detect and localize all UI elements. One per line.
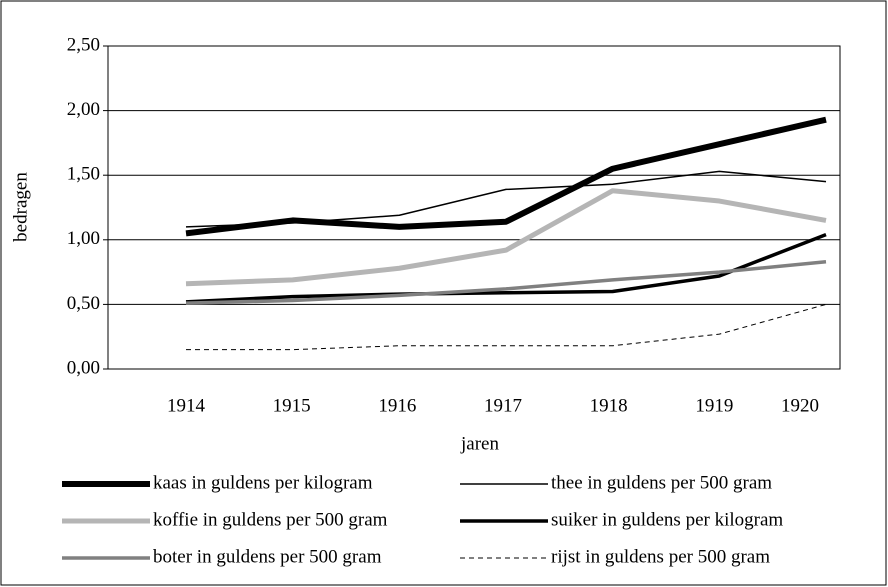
legend-label: thee in guldens per 500 gram (551, 472, 772, 493)
legend-label: boter in guldens per 500 gram (153, 546, 382, 567)
y-tick-label: 2,00 (67, 99, 100, 120)
line-series (186, 303, 827, 351)
line-series (185, 170, 827, 228)
y-axis-label: bedragen (10, 172, 31, 242)
legend-label: kaas in guldens per kilogram (153, 472, 373, 493)
x-tick-label: 1919 (695, 395, 733, 416)
x-tick-label: 1918 (590, 395, 628, 416)
x-tick-label: 1920 (781, 395, 819, 416)
legend-label: koffie in guldens per 500 gram (153, 509, 388, 530)
legend-label: rijst in guldens per 500 gram (551, 546, 770, 567)
y-tick-label: 0,00 (67, 357, 100, 378)
line-series (185, 260, 827, 305)
line-series (185, 233, 827, 304)
line-series (185, 188, 827, 287)
x-tick-label: 1916 (378, 395, 416, 416)
y-tick-label: 1,50 (67, 164, 100, 185)
x-axis-label: jaren (460, 433, 499, 454)
x-tick-label: 1914 (167, 395, 206, 416)
line-series (185, 116, 827, 237)
y-tick-label: 0,50 (67, 293, 100, 314)
y-tick-label: 2,50 (67, 34, 100, 55)
x-tick-label: 1915 (273, 395, 311, 416)
legend-label: suiker in guldens per kilogram (551, 509, 783, 530)
y-tick-label: 1,00 (67, 228, 100, 249)
x-tick-label: 1917 (484, 395, 522, 416)
